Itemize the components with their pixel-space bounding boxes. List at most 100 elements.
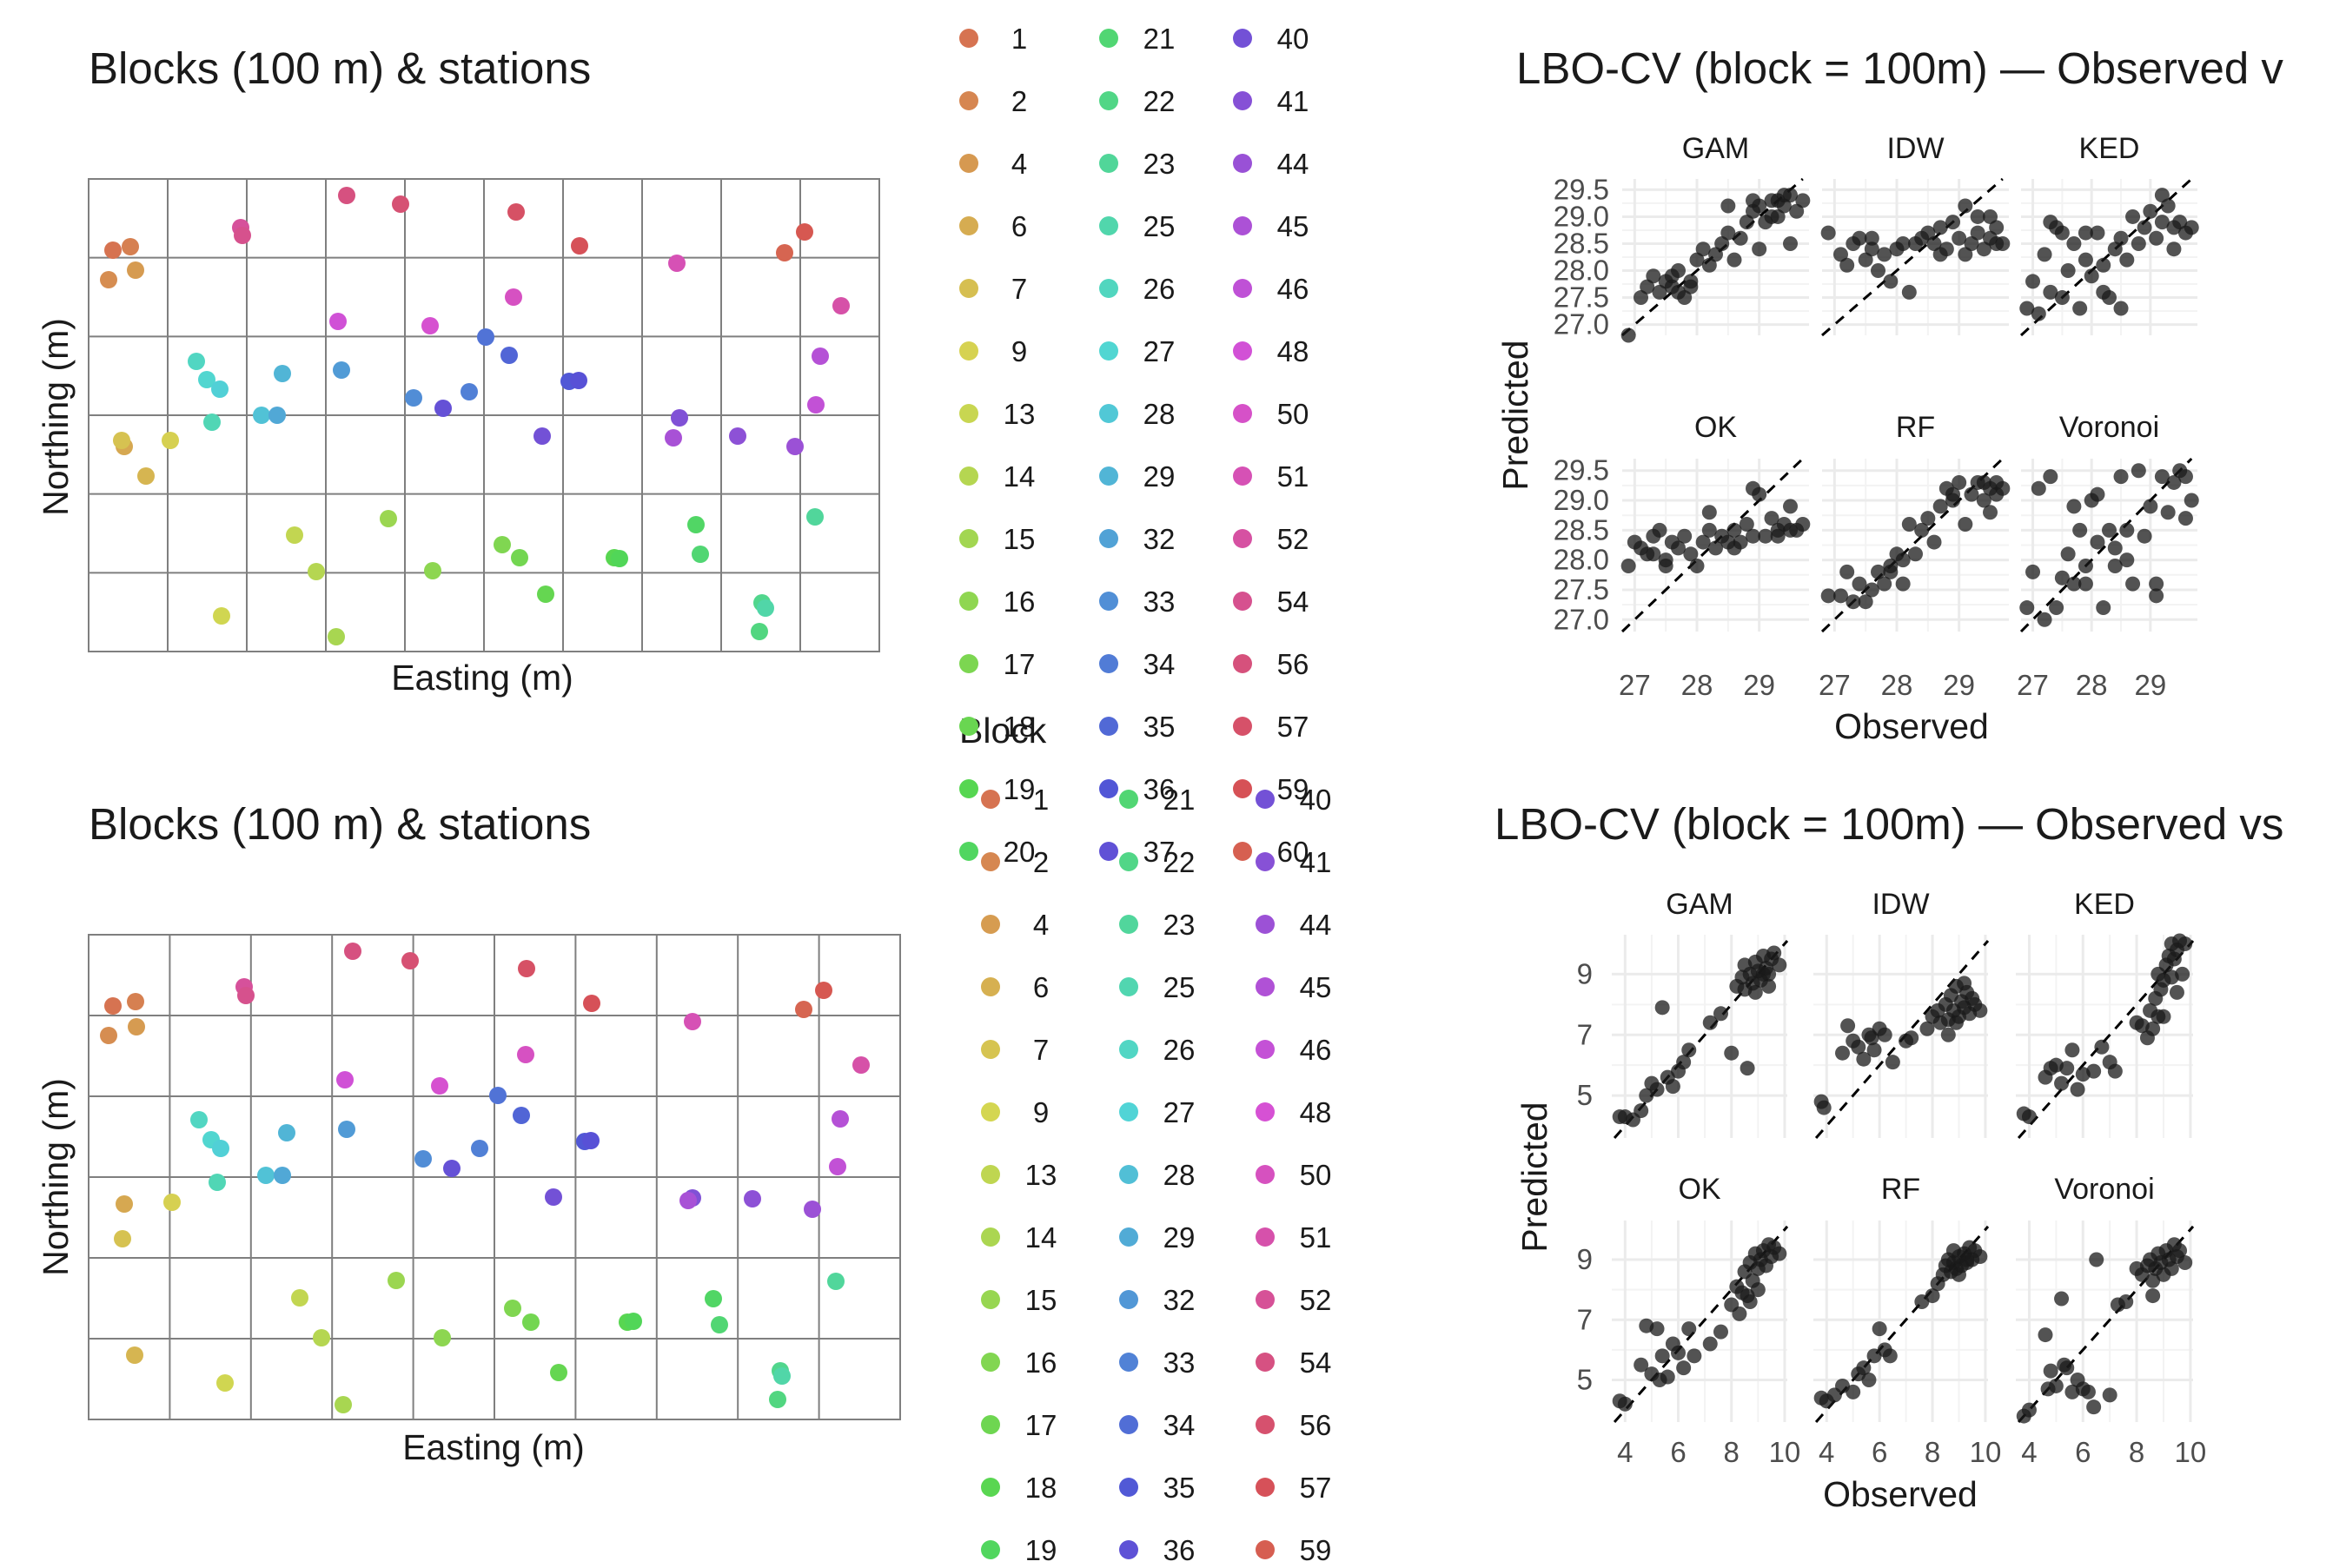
- data-point: [2094, 1039, 2110, 1055]
- data-point: [1755, 966, 1771, 982]
- station-point: [679, 1192, 697, 1209]
- station-point: [308, 563, 325, 580]
- station-point: [114, 1230, 131, 1247]
- station-point: [827, 1273, 845, 1290]
- legend-bottom-key: [981, 1040, 1000, 1059]
- station-point: [116, 1195, 133, 1213]
- data-point: [1877, 247, 1892, 262]
- data-point: [2031, 306, 2046, 321]
- legend-bottom-label: 16: [1025, 1346, 1057, 1379]
- legend-top-key: [1233, 842, 1252, 861]
- station-point: [338, 1121, 355, 1138]
- data-point: [1846, 594, 1861, 610]
- data-point: [2119, 552, 2135, 568]
- y-tick-label: 29.0: [1554, 200, 1609, 232]
- data-point: [1795, 193, 1811, 208]
- legend-bottom-label: 18: [1025, 1472, 1057, 1504]
- legend-bottom-label: 27: [1163, 1096, 1196, 1128]
- data-point: [1652, 1373, 1667, 1388]
- legend-bottom-key: [1256, 1165, 1275, 1184]
- x-tick-label: 28: [1881, 669, 1913, 701]
- legend-top-key: [959, 404, 978, 423]
- data-point: [2166, 241, 2182, 257]
- data-point: [2019, 600, 2035, 616]
- legend-top-key: [1099, 592, 1118, 611]
- legend-bottom-label: 46: [1300, 1034, 1332, 1066]
- data-point: [2031, 480, 2046, 496]
- legend-top-label: 22: [1143, 85, 1176, 117]
- reference-line: [2019, 457, 2193, 633]
- legend-bottom-key: [1119, 1415, 1138, 1434]
- station-point: [104, 241, 122, 259]
- legend-bottom-key: [981, 1540, 1000, 1559]
- legend-bottom-key: [1119, 1102, 1138, 1121]
- map-1-ylabel: Northing (m): [36, 318, 76, 516]
- data-point: [1820, 225, 1836, 241]
- y-tick-label: 5: [1577, 1364, 1593, 1396]
- data-point: [1783, 522, 1798, 538]
- data-point: [1871, 564, 1885, 579]
- legend-top-label: 23: [1143, 148, 1176, 180]
- facet-voronoi-2: Voronoi 4 6 8 10: [2016, 1173, 2206, 1468]
- data-point: [1726, 252, 1742, 268]
- data-point: [2143, 499, 2158, 514]
- station-point: [211, 380, 229, 398]
- data-point: [1940, 1027, 1956, 1042]
- station-point: [127, 261, 144, 279]
- data-point: [2090, 225, 2105, 241]
- legend-bottom-label: 54: [1300, 1346, 1332, 1379]
- data-point: [2066, 499, 2082, 514]
- map-2-title: Blocks (100 m) & stations: [89, 799, 591, 849]
- legend-bottom-label: 22: [1163, 846, 1196, 878]
- data-point: [1726, 540, 1742, 556]
- station-point: [500, 347, 518, 364]
- legend-top-label: 54: [1277, 586, 1309, 618]
- data-point: [1671, 263, 1686, 279]
- data-point: [2048, 1378, 2064, 1393]
- data-point: [2177, 1254, 2193, 1270]
- y-tick-label: 9: [1577, 1243, 1593, 1275]
- data-point: [1746, 480, 1760, 496]
- station-point: [104, 997, 122, 1015]
- x-tick-label: 29: [2135, 669, 2167, 701]
- legend-top-key: [959, 717, 978, 736]
- cv-1-xlabel: Observed: [1834, 706, 1989, 746]
- data-point: [1858, 594, 1873, 610]
- station-point: [751, 623, 768, 640]
- data-point: [2125, 576, 2141, 592]
- data-point: [1772, 1246, 1787, 1261]
- data-point: [2072, 522, 2088, 538]
- x-tick-label: 8: [1724, 1436, 1740, 1468]
- legend-top-key: [959, 842, 978, 861]
- data-point: [2143, 203, 2158, 219]
- data-point: [1851, 1039, 1866, 1055]
- y-tick-label: 29.0: [1554, 484, 1609, 516]
- data-point: [2096, 600, 2111, 616]
- station-point: [815, 982, 832, 999]
- legend-bottom-label: 50: [1300, 1159, 1332, 1191]
- facet-ked-2: KED: [2016, 888, 2195, 1139]
- legend-bottom-key: [1256, 1415, 1275, 1434]
- station-point: [684, 1013, 701, 1030]
- legend-top-label: 1: [1011, 23, 1027, 55]
- data-point: [1724, 1045, 1740, 1061]
- facet-strip-label: KED: [2074, 888, 2135, 921]
- data-point: [1752, 241, 1767, 257]
- legend-bottom-key: [1256, 1290, 1275, 1309]
- data-point: [1833, 588, 1848, 604]
- data-point: [1885, 1055, 1900, 1070]
- data-point: [1789, 203, 1805, 219]
- legend-bottom-label: 40: [1300, 784, 1332, 816]
- data-point: [1932, 220, 1948, 235]
- legend-bottom-label: 45: [1300, 971, 1332, 1003]
- station-point: [329, 313, 347, 330]
- data-point: [2072, 301, 2088, 316]
- legend-top-key: [1099, 216, 1118, 235]
- legend-top-label: 6: [1011, 210, 1027, 242]
- legend-top-key: [959, 654, 978, 673]
- data-point: [2154, 215, 2170, 230]
- legend-top-label: 45: [1277, 210, 1309, 242]
- station-point: [100, 271, 117, 288]
- data-point: [2054, 1291, 2070, 1307]
- x-tick-label: 27: [2017, 669, 2049, 701]
